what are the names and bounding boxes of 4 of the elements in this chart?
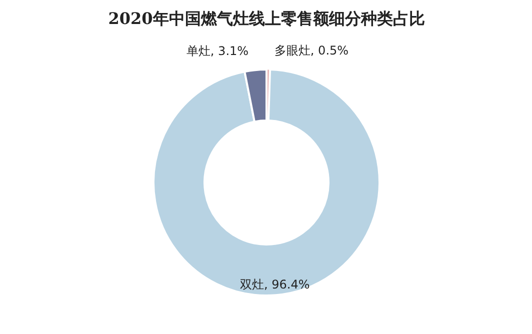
chart-title: 2020年中国燃气灶线上零售额细分种类占比 <box>108 9 425 28</box>
slice-label: 多眼灶, 0.5% <box>274 44 349 58</box>
slice-label: 双灶, 96.4% <box>240 278 310 292</box>
slice-label: 单灶, 3.1% <box>186 44 249 58</box>
